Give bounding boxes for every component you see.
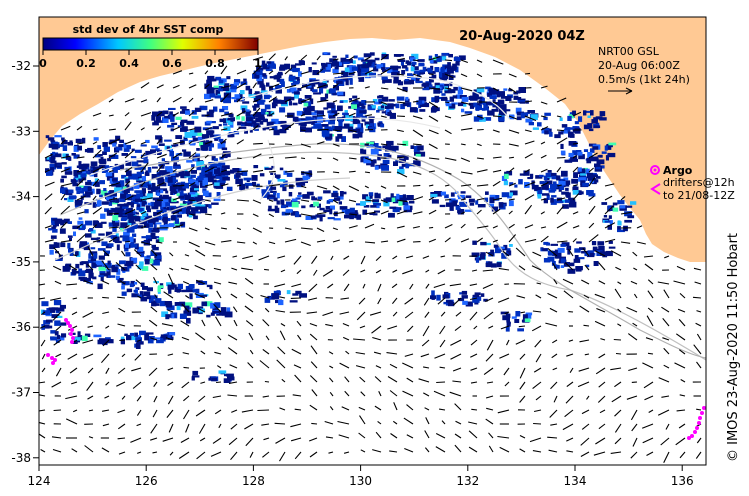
date-title: 20-Aug-2020 04Z <box>459 29 585 44</box>
current-legend: NRT00 GSL 20-Aug 06:00Z 0.5m/s (1kt 24h) <box>598 45 690 95</box>
colorbar-tick-label: 0 <box>39 57 47 70</box>
credit-text: © IMOS 23-Aug-2020 11:50 Hobart <box>726 233 741 462</box>
y-tick-label: -37 <box>11 386 31 400</box>
y-tick-label: -33 <box>11 124 31 138</box>
drifter-marker-icon <box>650 183 661 195</box>
x-tick-label: 130 <box>349 474 372 488</box>
y-tick-label: -32 <box>11 59 31 73</box>
colorbar-tick-label: 0.8 <box>205 57 225 70</box>
x-axis: 124 126 128 130 132 134 136 <box>28 465 694 488</box>
current-legend-line3: 0.5m/s (1kt 24h) <box>598 73 690 86</box>
y-tick-label: -38 <box>11 451 31 465</box>
colorbar-title: std dev of 4hr SST comp <box>73 23 224 36</box>
argo-legend: Argo drifters@12h to 21/08-12Z <box>650 164 735 202</box>
y-tick-label: -35 <box>11 255 31 269</box>
argo-marker-icon <box>650 165 660 175</box>
x-tick-label: 128 <box>242 474 265 488</box>
colorbar-tick-label: 0.4 <box>119 57 139 70</box>
x-tick-label: 132 <box>456 474 479 488</box>
x-tick-label: 134 <box>564 474 587 488</box>
current-vectors <box>39 53 702 463</box>
drifters-line2: to 21/08-12Z <box>663 189 735 202</box>
current-legend-line1: NRT00 GSL <box>598 45 660 58</box>
colorbar-tick-label: 0.2 <box>76 57 96 70</box>
y-axis: -32 -33 -34 -35 -36 -37 -38 <box>11 59 39 465</box>
colorbar: std dev of 4hr SST comp 0 0.2 0.4 0.6 0.8 1 <box>39 23 262 70</box>
y-tick-label: -34 <box>11 190 31 204</box>
colorbar-gradient <box>42 37 259 51</box>
scale-arrow-icon <box>608 87 633 95</box>
land-mass <box>39 17 706 262</box>
colorbar-tick-label: 0.6 <box>162 57 182 70</box>
y-tick-label: -36 <box>11 320 31 334</box>
argo-label: Argo <box>663 164 693 177</box>
x-tick-label: 126 <box>135 474 158 488</box>
x-tick-label: 136 <box>671 474 694 488</box>
plot-frame <box>38 16 707 466</box>
drifter-tracks <box>46 318 706 440</box>
drifters-line1: drifters@12h <box>663 176 735 189</box>
x-tick-label: 124 <box>28 474 51 488</box>
current-legend-line2: 20-Aug 06:00Z <box>598 59 680 72</box>
colorbar-tick-label: 1 <box>254 57 262 70</box>
